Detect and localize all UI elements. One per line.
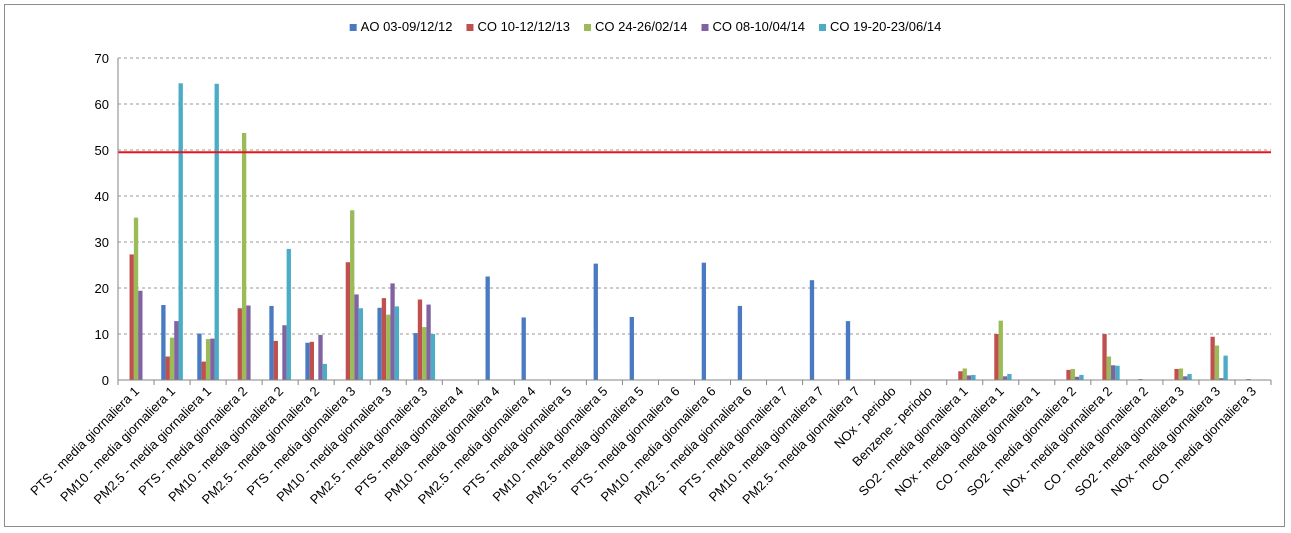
bar — [1179, 369, 1183, 381]
bar — [323, 364, 327, 380]
bar — [166, 357, 170, 380]
legend-swatch — [466, 24, 473, 31]
bar — [1066, 370, 1070, 380]
bar — [426, 305, 430, 380]
bar — [1115, 366, 1119, 380]
bar — [738, 306, 742, 380]
bar — [377, 308, 381, 380]
bar — [1071, 369, 1075, 380]
legend-label: CO 10-12/12/13 — [477, 19, 570, 34]
bar — [958, 371, 962, 380]
bar — [282, 325, 286, 380]
y-tick-label: 70 — [95, 51, 109, 66]
bar — [246, 305, 250, 380]
legend-swatch — [584, 24, 591, 31]
bar — [999, 321, 1003, 380]
bar — [238, 308, 242, 380]
legend-label: CO 08-10/04/14 — [713, 19, 806, 34]
bar — [287, 249, 291, 380]
bar — [1111, 365, 1115, 380]
y-tick-label: 10 — [95, 327, 109, 342]
y-tick-label: 40 — [95, 189, 109, 204]
bar — [418, 300, 422, 381]
legend-swatch — [350, 24, 357, 31]
bar — [215, 84, 219, 380]
bar — [354, 294, 358, 380]
bar — [310, 342, 314, 380]
bar — [846, 321, 850, 380]
bar — [390, 283, 394, 380]
bar — [202, 362, 206, 380]
bar — [967, 375, 971, 380]
y-tick-label: 30 — [95, 235, 109, 250]
bar — [242, 133, 246, 380]
bar — [1102, 334, 1106, 380]
bar — [318, 335, 322, 380]
bar — [382, 298, 386, 380]
bar — [594, 264, 598, 380]
bar — [431, 334, 435, 380]
bar — [994, 334, 998, 380]
bar — [174, 321, 178, 380]
legend-swatch — [702, 24, 709, 31]
bar — [1223, 356, 1227, 380]
bar — [1107, 357, 1111, 380]
bar — [179, 83, 183, 380]
legend: AO 03-09/12/12 CO 10-12/12/13 CO 24-26/02/… — [350, 19, 942, 34]
bar — [422, 327, 426, 380]
bar — [1215, 346, 1219, 381]
bar — [138, 291, 142, 380]
bar — [1183, 376, 1187, 380]
bar — [963, 369, 967, 381]
bar — [395, 306, 399, 380]
bar — [274, 341, 278, 380]
bar — [1007, 374, 1011, 380]
bar — [1003, 376, 1007, 380]
bar — [210, 339, 214, 380]
bar — [269, 306, 273, 380]
bar — [1079, 375, 1083, 380]
bar — [413, 333, 417, 380]
y-tick-label: 60 — [95, 97, 109, 112]
legend-label: CO 19-20-23/06/14 — [830, 19, 941, 34]
bar — [702, 263, 706, 380]
bar — [134, 218, 138, 380]
bar — [346, 262, 350, 380]
bar — [305, 343, 309, 380]
bar — [359, 308, 363, 380]
y-tick-label: 20 — [95, 281, 109, 296]
bar — [1174, 369, 1178, 380]
bar — [197, 334, 201, 380]
bar — [971, 375, 975, 380]
bar — [206, 339, 210, 380]
y-tick-label: 50 — [95, 143, 109, 158]
bar — [486, 277, 490, 381]
chart-frame: AO 03-09/12/12 CO 10-12/12/13 CO 24-26/02/… — [4, 4, 1285, 527]
bar — [386, 315, 390, 380]
bar — [350, 210, 354, 380]
bars — [130, 83, 1251, 380]
y-tick-label: 0 — [102, 373, 109, 388]
legend-label: AO 03-09/12/12 — [361, 19, 453, 34]
bar — [130, 254, 134, 380]
bar — [810, 280, 814, 380]
y-axis-ticks: 0 10 20 30 40 50 60 70 — [95, 51, 109, 388]
legend-label: CO 24-26/02/14 — [595, 19, 688, 34]
bar — [1187, 374, 1191, 380]
bar — [630, 317, 634, 380]
chart-svg: AO 03-09/12/12 CO 10-12/12/13 CO 24-26/02/… — [5, 5, 1286, 528]
bar — [1210, 337, 1214, 380]
bar — [161, 305, 165, 380]
legend-swatch — [819, 24, 826, 31]
bar — [170, 338, 174, 380]
bar — [522, 317, 526, 380]
